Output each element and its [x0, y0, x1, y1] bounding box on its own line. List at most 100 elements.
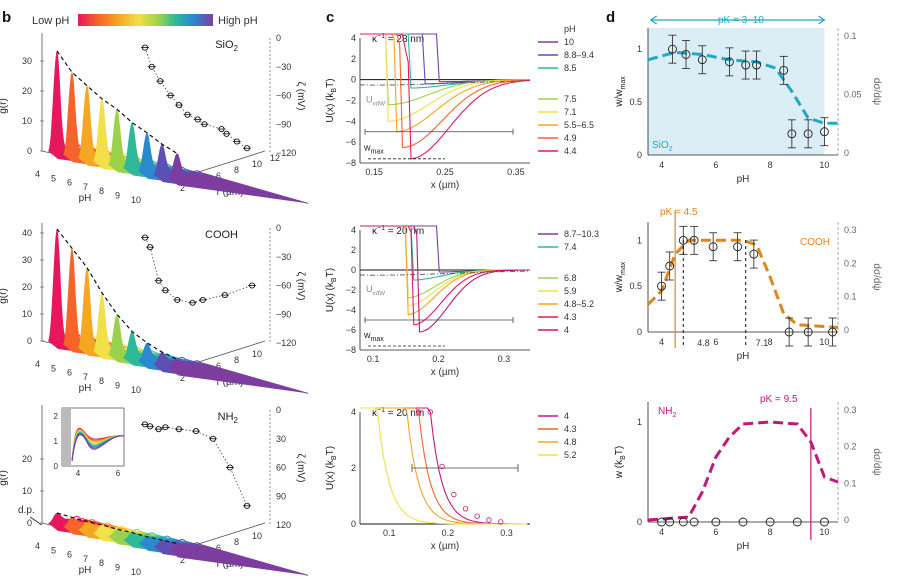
zeta-tick: −90 — [276, 119, 291, 129]
y-tick: 4 — [351, 33, 356, 43]
sim-point — [498, 519, 504, 525]
r-tick: 8 — [234, 537, 239, 547]
x-tick: 6 — [713, 160, 718, 170]
y-axis-label-end: T) — [325, 268, 336, 277]
g-tick: 40 — [22, 228, 32, 238]
x-axis-label: pH — [737, 174, 750, 185]
inset-ytick: 1 — [54, 437, 59, 446]
inset-shade — [62, 408, 71, 466]
data-point — [819, 517, 829, 527]
potential-curve — [360, 33, 531, 160]
surface-tag-sub: 2 — [669, 146, 673, 153]
zeta-tick: 90 — [276, 491, 286, 501]
x-tick: 10 — [819, 527, 829, 537]
ph-tick: 5 — [51, 173, 56, 183]
g-axis-label: g(r) — [0, 470, 9, 486]
dp-pointer — [29, 516, 43, 526]
g-ridge — [168, 359, 308, 394]
zeta-axis-label: ζ (mV) — [295, 82, 306, 111]
surface-tag: COOH — [205, 229, 238, 241]
g-tick: 20 — [22, 86, 32, 96]
data-point — [819, 127, 829, 137]
zeta-tick: 30 — [276, 434, 286, 444]
y-axis-label-sub: B — [331, 88, 338, 93]
potential-curve — [360, 407, 528, 525]
kappa-sym: κ — [372, 408, 378, 419]
y-tick: 0.5 — [629, 281, 642, 291]
legend-entry: 5.5–6.5 — [564, 120, 594, 130]
y-tick: 2 — [351, 463, 356, 473]
g-ridge-tail — [155, 535, 279, 570]
y-label-main: w (k — [614, 459, 625, 479]
data-point — [681, 50, 691, 59]
x-tick: 4 — [659, 337, 664, 347]
y-tick: −6 — [346, 137, 356, 147]
potential-curve — [360, 225, 530, 333]
zeta-tick: −30 — [276, 62, 291, 72]
data-point — [724, 57, 734, 67]
g-ridge-tail — [65, 515, 189, 550]
r-tick: 10 — [252, 159, 262, 169]
y-axis-label-end: T) — [325, 446, 336, 455]
inset-curve — [71, 434, 125, 462]
ph-tick: 8 — [99, 186, 104, 196]
r-tick: 10 — [252, 349, 262, 359]
panel-label-b: b — [2, 9, 11, 26]
legend-entry: 8.5 — [564, 63, 577, 73]
right-tick: 0 — [844, 325, 849, 335]
uvdw-label-main: U — [366, 95, 373, 105]
dp-label: d.p. — [18, 505, 35, 516]
legend-entry: 4.4 — [564, 146, 577, 156]
wmax-main: w — [363, 143, 371, 153]
zeta-tick: 0 — [276, 33, 281, 43]
x-axis-label: pH — [737, 541, 750, 552]
y-tick: 2 — [351, 245, 356, 255]
legend-entry: 7.5 — [564, 94, 577, 104]
r-tick: 8 — [234, 355, 239, 365]
y-tick: −8 — [346, 158, 356, 168]
ph-tick: 6 — [67, 178, 72, 188]
model-curve — [647, 50, 838, 125]
y-axis-label: U(x) (kBT) — [325, 446, 338, 490]
ph-axis-label: pH — [79, 193, 92, 204]
ph-tick: 5 — [51, 363, 56, 373]
y-label-sub: max — [620, 76, 627, 90]
surface-tag-main: NH — [218, 411, 234, 423]
peak-envelope — [56, 50, 178, 154]
legend-entry: 10 — [564, 37, 574, 47]
ph-tick: 4 — [35, 541, 40, 551]
sim-point — [427, 409, 433, 415]
g-tick: 0 — [27, 146, 32, 156]
surface-tag: SiO2 — [652, 140, 673, 153]
data-point — [678, 517, 688, 527]
legend-entry: 4 — [564, 325, 569, 335]
x-axis-label: x (µm) — [431, 541, 460, 552]
right-tick: 0.05 — [844, 90, 862, 100]
right-axis-label: dσ/dψ — [871, 448, 882, 475]
wmax-sub: max — [371, 336, 385, 343]
y-axis-label: w/wmax — [614, 76, 627, 108]
ph-tick: 4 — [35, 359, 40, 369]
sim-point — [486, 517, 492, 523]
kappa-sup: −1 — [377, 33, 385, 40]
g-ridge-tail — [185, 542, 309, 576]
x-tick: 6 — [713, 337, 718, 347]
y-axis-label-main: U(x) (k — [325, 459, 336, 490]
g-ridge-tail — [170, 356, 294, 391]
r-tick: 12 — [270, 153, 280, 163]
surface-tag: NH2 — [658, 406, 676, 419]
surface-tag: NH2 — [218, 411, 239, 425]
panel-label-d: d — [606, 9, 615, 26]
surface-tag-sub: 2 — [234, 44, 239, 53]
y-label-sub: max — [620, 261, 627, 275]
ph-tick: 8 — [99, 376, 104, 386]
y-tick: 1 — [637, 417, 642, 427]
ph-tick: 9 — [115, 381, 120, 391]
kappa-sup: −1 — [377, 407, 385, 414]
y-tick: 0 — [351, 519, 356, 529]
y-tick: 2 — [351, 54, 356, 64]
legend-entry: 4.9 — [564, 133, 577, 143]
legend-entry: 4 — [564, 411, 569, 421]
data-point — [665, 517, 675, 527]
